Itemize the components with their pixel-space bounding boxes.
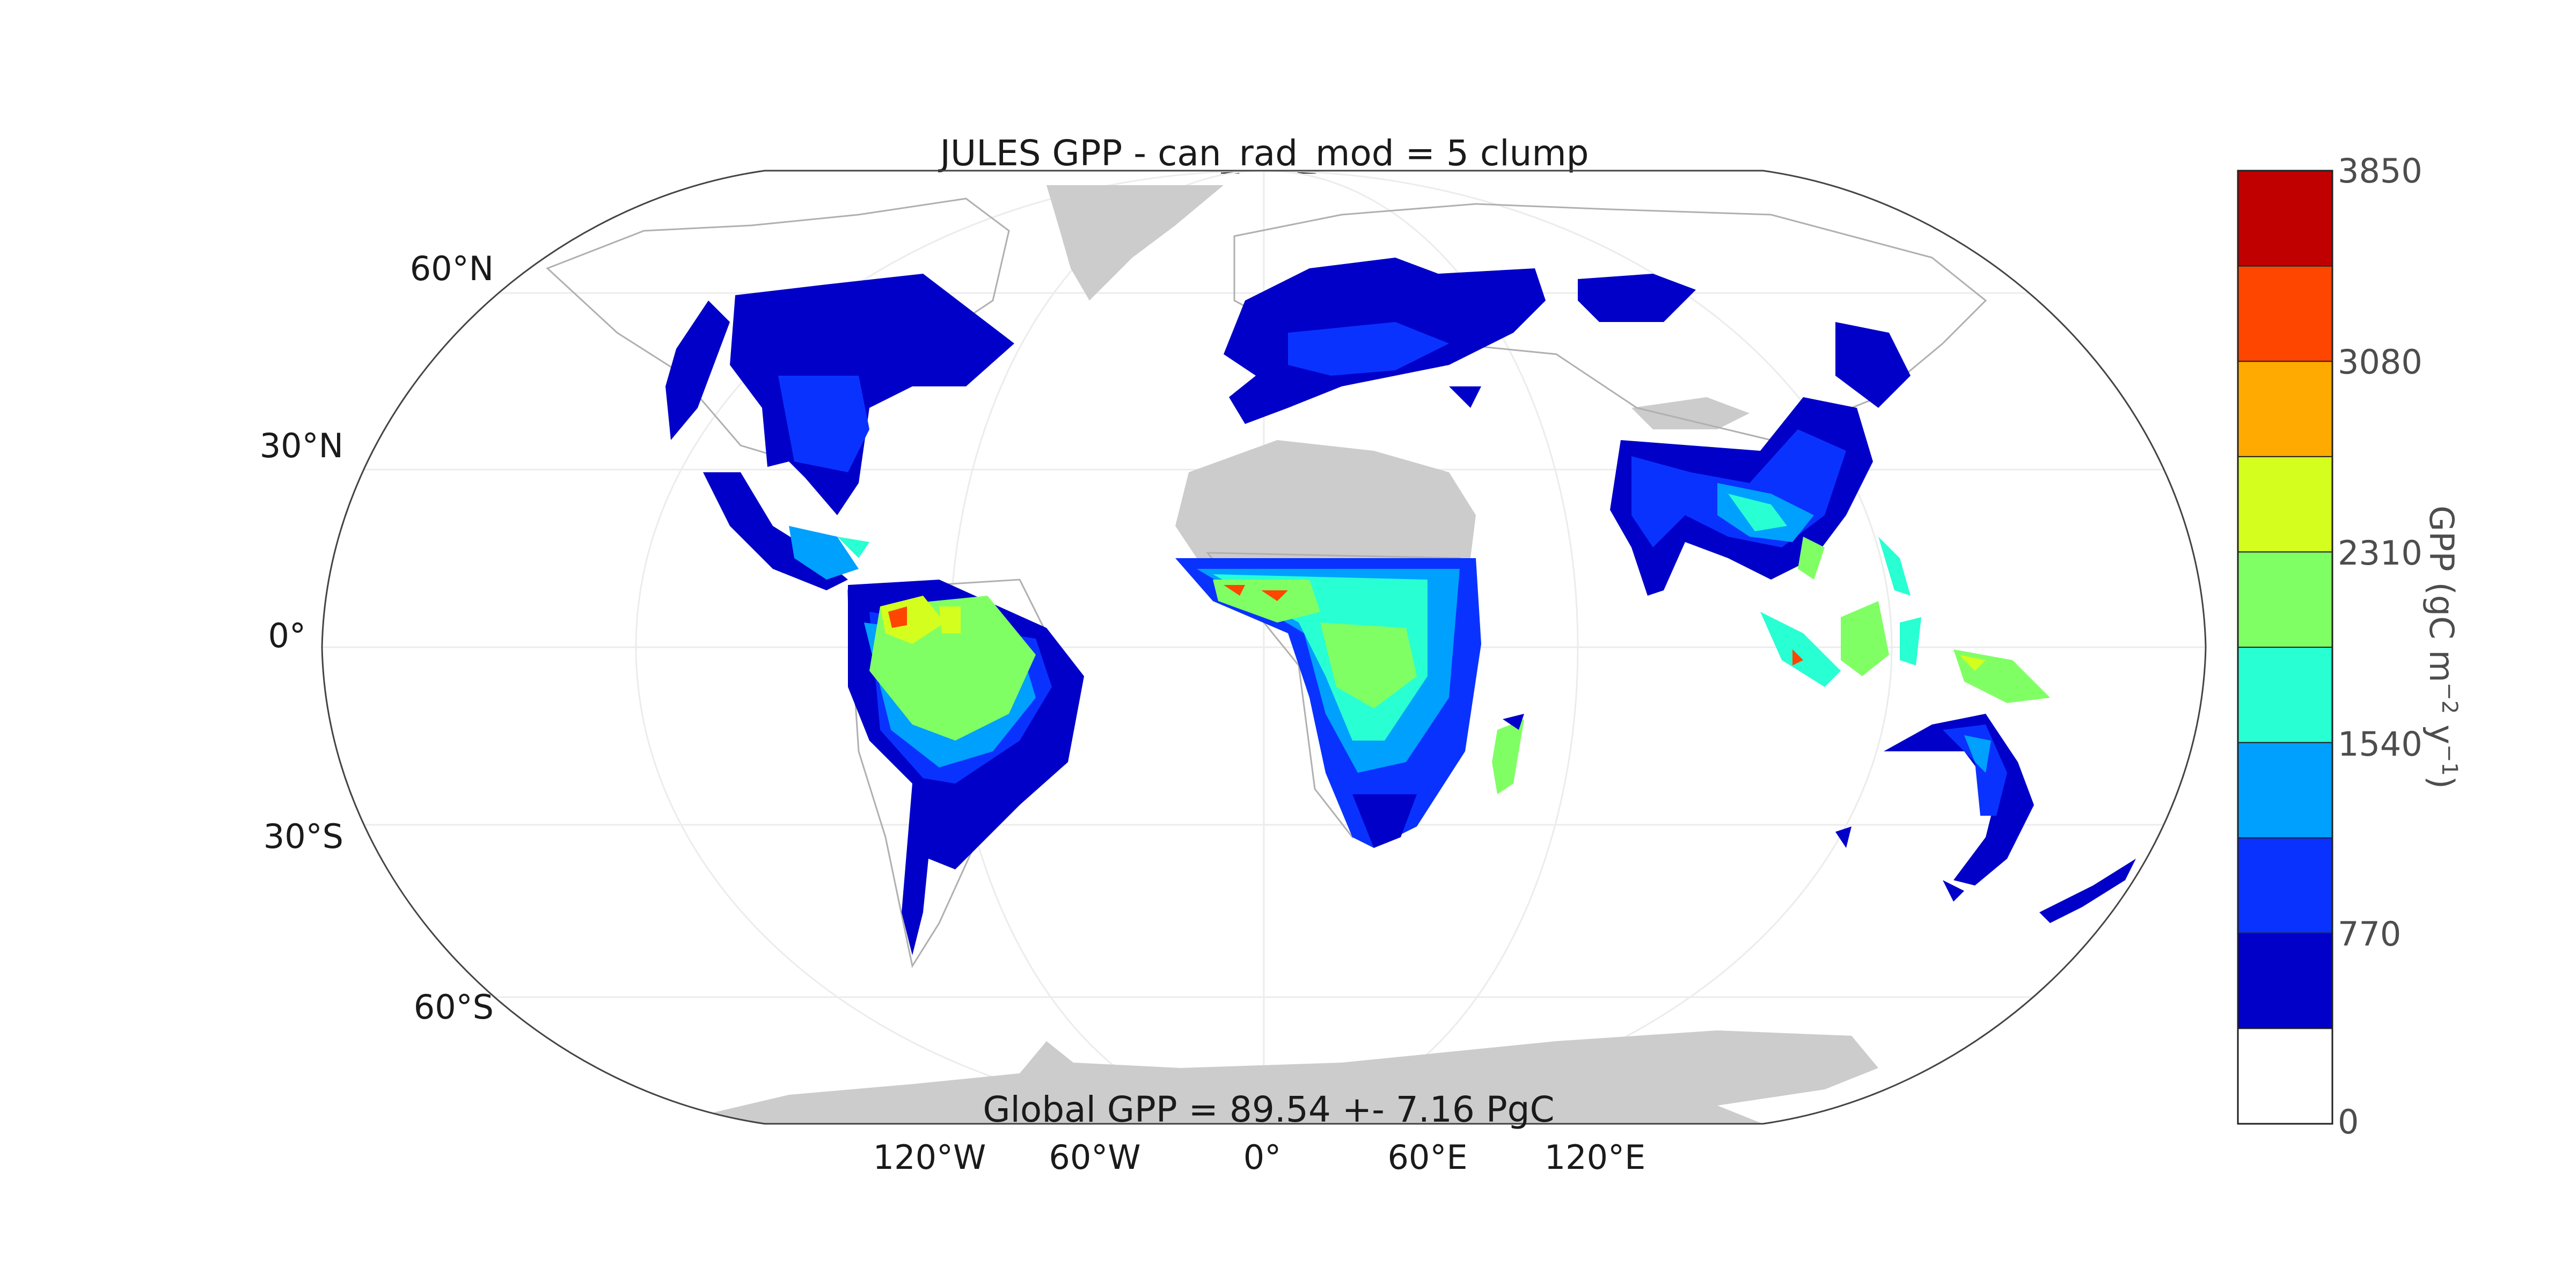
colorbar-bin <box>2237 551 2333 648</box>
lon-label-60e: 60°E <box>1387 1138 1467 1177</box>
map-area <box>321 170 2207 1125</box>
lon-label-60w: 60°W <box>1049 1138 1140 1177</box>
region-australia <box>1835 714 2136 923</box>
colorbar-bin <box>2237 837 2333 934</box>
map-title: JULES GPP - can_rad_mod = 5 clump <box>938 133 1589 174</box>
map-frame <box>321 170 2207 1125</box>
lon-label-120e: 120°E <box>1545 1138 1646 1177</box>
global-gpp-text: Global GPP = 89.54 +- 7.16 PgC <box>983 1089 1554 1130</box>
colorbar-label: GPP (gC m−2 y−1) <box>2422 506 2462 789</box>
colorbar-bin <box>2237 1028 2333 1125</box>
latitude-labels: 60°N 30°N 0° 30°S 60°S <box>260 249 494 1027</box>
longitude-labels: 120°W 60°W 0° 60°E 120°E <box>873 1138 1646 1177</box>
colorbar-tick-3850: 3850 <box>2338 151 2423 191</box>
lon-label-120w: 120°W <box>873 1138 986 1177</box>
colorbar-tick-0: 0 <box>2338 1102 2359 1141</box>
colorbar-frame <box>2237 170 2333 1125</box>
graticule <box>322 171 2206 1124</box>
colorbar-bin <box>2237 265 2333 362</box>
colorbar-bin <box>2237 456 2333 553</box>
lon-label-0: 0° <box>1243 1138 1281 1177</box>
colorbar-bin <box>2237 742 2333 839</box>
region-eurasia <box>1224 258 1911 424</box>
colorbar-bin <box>2237 361 2333 457</box>
lat-label-0: 0° <box>268 616 306 655</box>
colorbar <box>2237 170 2333 1125</box>
region-south-america <box>848 580 1084 955</box>
colorbar-tick-1540: 1540 <box>2338 724 2423 764</box>
no-data-land <box>665 185 1878 1124</box>
colorbar-bin <box>2237 932 2333 1029</box>
colorbar-tick-2310: 2310 <box>2338 533 2423 573</box>
lat-label-30n: 30°N <box>260 426 343 465</box>
region-africa <box>1175 558 1524 848</box>
lat-label-60s: 60°S <box>414 987 494 1027</box>
colorbar-tick-770: 770 <box>2338 914 2401 954</box>
region-maritime-asia <box>1760 537 2050 703</box>
colorbar-bin <box>2237 170 2333 267</box>
region-north-america <box>665 274 1014 590</box>
colorbar-tick-3080: 3080 <box>2338 342 2423 382</box>
colorbar-bin <box>2237 647 2333 743</box>
colorbar-tick-labels: 3850 3080 2310 1540 770 0 <box>2338 151 2423 1141</box>
region-asia <box>1610 397 1873 596</box>
lat-label-30s: 30°S <box>264 817 343 856</box>
lat-label-60n: 60°N <box>410 249 494 288</box>
